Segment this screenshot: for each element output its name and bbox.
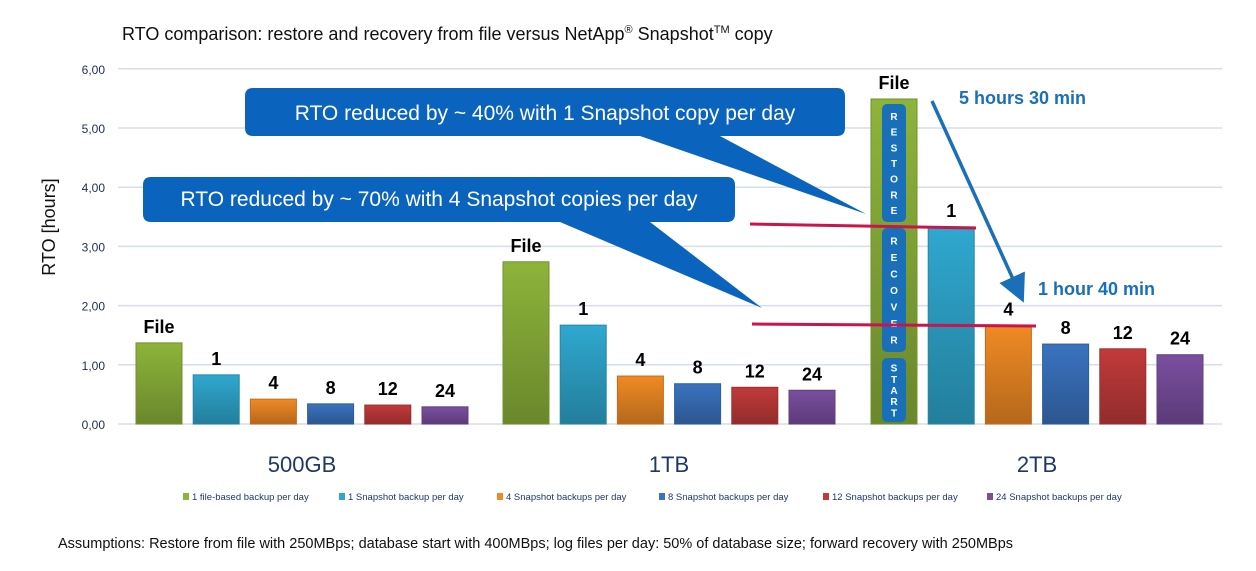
bar-label: 1 [578, 299, 588, 319]
bar [135, 342, 183, 425]
bar-label: File [878, 73, 909, 93]
bar [192, 374, 240, 425]
legend-label: 8 Snapshot backups per day [668, 492, 789, 503]
callout-40 [245, 88, 866, 214]
bar [616, 375, 664, 425]
bar [984, 325, 1032, 425]
bar-label: 12 [1113, 323, 1133, 343]
y-tick-label: 1,00 [82, 359, 106, 373]
bar-label: 1 [211, 349, 221, 369]
bar-label: 8 [326, 378, 336, 398]
bar [674, 383, 722, 425]
legend-label: 12 Snapshot backups per day [832, 492, 958, 503]
bar-label: File [510, 236, 541, 256]
callout-70 [143, 177, 762, 308]
y-tick-label: 6,00 [82, 63, 106, 77]
bar [249, 398, 297, 425]
bar-label: 24 [802, 364, 822, 384]
phase-letter: R [890, 190, 898, 201]
legend-label: 1 Snapshot backup per day [348, 492, 464, 503]
bar [559, 324, 607, 425]
phase-letter: T [891, 408, 897, 419]
y-tick-label: 2,00 [82, 300, 106, 314]
legend-label: 4 Snapshot backups per day [506, 492, 627, 503]
bar [1099, 348, 1147, 425]
legend-label: 24 Snapshot backups per day [996, 492, 1122, 503]
phase-pill [882, 228, 906, 352]
phase-letter: S [891, 143, 898, 154]
phase-pill [882, 104, 906, 222]
callout-40-text: RTO reduced by ~ 40% with 1 Snapshot cop… [295, 102, 796, 125]
bar-label: 4 [1003, 300, 1013, 320]
bar-label: 4 [268, 373, 278, 393]
bar [502, 261, 550, 425]
phase-letter: V [891, 303, 898, 314]
phase-letter: E [891, 206, 898, 217]
bar-label: 12 [745, 361, 765, 381]
category-label: 500GB [268, 452, 337, 477]
legend-swatch [183, 493, 189, 500]
legend-swatch [987, 493, 993, 500]
phase-letter: S [891, 364, 898, 375]
bar-label: 4 [635, 350, 645, 370]
legend-swatch [659, 493, 665, 500]
y-axis-label: RTO [hours] [39, 178, 59, 275]
bar-label: 12 [378, 379, 398, 399]
legend-swatch [823, 493, 829, 500]
phase-letter: A [890, 386, 897, 397]
y-tick-label: 4,00 [82, 181, 106, 195]
bar [731, 386, 779, 425]
legend-swatch [497, 493, 503, 500]
from-label: 5 hours 30 min [959, 88, 1086, 108]
legend-label: 1 file-based backup per day [192, 492, 309, 503]
y-tick-label: 5,00 [82, 122, 106, 136]
phase-letter: T [891, 159, 897, 170]
phase-letter: O [890, 175, 898, 186]
bar [788, 389, 836, 425]
phase-pill [882, 358, 906, 422]
bar-label: 8 [693, 358, 703, 378]
to-label: 1 hour 40 min [1038, 279, 1155, 299]
phase-letter: R [890, 112, 898, 123]
phase-letter: R [890, 236, 898, 247]
bar [421, 406, 469, 425]
bar [1042, 343, 1090, 425]
y-tick-label: 0,00 [82, 418, 106, 432]
y-tick-label: 3,00 [82, 240, 106, 254]
phase-letter: E [891, 128, 898, 139]
callout-70-text: RTO reduced by ~ 70% with 4 Snapshot cop… [181, 188, 698, 211]
bar-label: 1 [946, 201, 956, 221]
reduction-arrow [930, 100, 1025, 303]
legend-swatch [339, 493, 345, 500]
phase-letter: O [890, 286, 898, 297]
category-label: 1TB [649, 452, 689, 477]
reduction-line [749, 222, 977, 230]
bar-label: 24 [435, 381, 455, 401]
phase-letter: T [891, 375, 897, 386]
phase-letter: E [891, 253, 898, 264]
category-label: 2TB [1017, 452, 1057, 477]
bar [364, 404, 412, 425]
phase-letter: R [890, 336, 898, 347]
bar [1156, 354, 1204, 425]
phase-letter: R [890, 397, 898, 408]
reduction-line [751, 322, 1037, 328]
chart-title: RTO comparison: restore and recovery fro… [122, 24, 773, 44]
bar [307, 403, 355, 425]
bar-label: 24 [1170, 329, 1190, 349]
phase-letter: C [890, 269, 897, 280]
bar-label: 8 [1061, 318, 1071, 338]
footnote: Assumptions: Restore from file with 250M… [58, 536, 1013, 552]
bar-label: File [143, 317, 174, 337]
